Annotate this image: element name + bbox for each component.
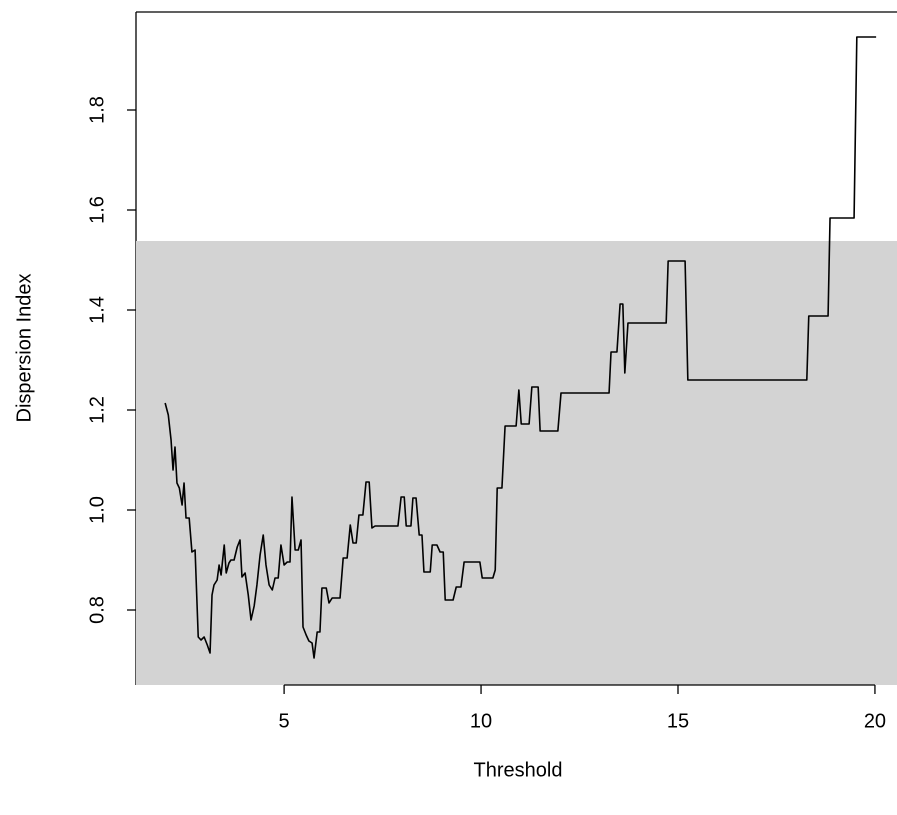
confidence-band <box>136 241 897 685</box>
y-axis-label: Dispersion Index <box>13 274 35 423</box>
x-tick-label: 15 <box>667 710 689 732</box>
x-tick-label: 5 <box>279 710 290 732</box>
y-tick-label: 1.0 <box>86 496 108 524</box>
x-axis-label: Threshold <box>474 759 563 781</box>
x-tick-label: 10 <box>470 710 492 732</box>
y-tick-label: 0.8 <box>86 596 108 624</box>
y-tick-label: 1.2 <box>86 396 108 424</box>
y-tick-label: 1.8 <box>86 96 108 124</box>
data-line <box>164 36 877 659</box>
y-tick-label: 1.4 <box>86 296 108 324</box>
x-tick-label: 20 <box>864 710 886 732</box>
y-tick-label: 1.6 <box>86 196 108 224</box>
